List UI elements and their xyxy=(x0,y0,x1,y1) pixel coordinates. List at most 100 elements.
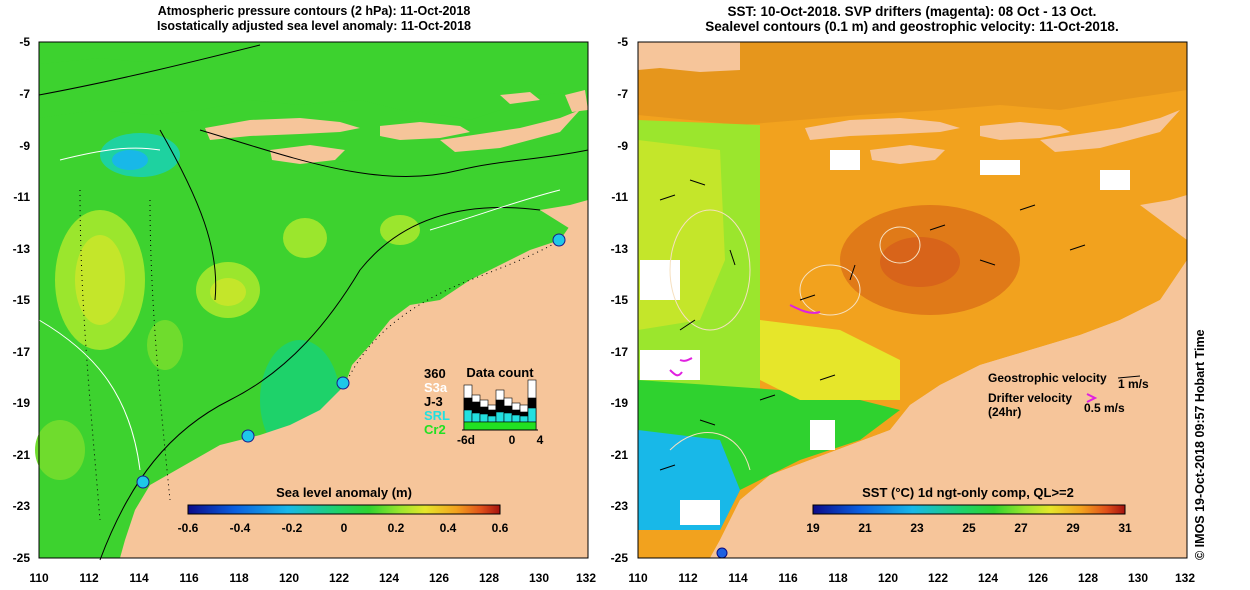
left-dotted-contours xyxy=(79,189,561,521)
right-title-line1: SST: 10-Oct-2018. SVP drifters (magenta)… xyxy=(727,4,1097,19)
left-y-tick: -15 xyxy=(13,293,31,307)
right-cloud-mask xyxy=(640,150,1130,525)
left-colorbar: Sea level anomaly (m) -0.6 -0.4 -0.2 0 0… xyxy=(178,485,509,535)
left-x-tick: 124 xyxy=(379,571,399,585)
left-white-contours xyxy=(38,147,561,471)
right-tide-gauge xyxy=(716,547,728,559)
left-map-axes: 110 112 114 116 118 120 122 124 126 128 … xyxy=(13,35,597,585)
right-velocity-legend: Geostrophic velocity 1 m/s Drifter veloc… xyxy=(988,371,1149,419)
left-y-tick: -11 xyxy=(13,190,30,204)
right-x-tick: 130 xyxy=(1128,571,1148,585)
left-y-axis: -5 -7 -9 -11 -13 -15 -17 -19 -21 -23 -25 xyxy=(13,35,31,565)
left-y-tick: -7 xyxy=(19,87,30,101)
left-x-tick: 126 xyxy=(429,571,449,585)
right-y-tick: -15 xyxy=(611,293,629,307)
right-x-tick: 132 xyxy=(1175,571,1195,585)
data-count-legend-j3: J-3 xyxy=(424,394,443,409)
left-title-line2: Isostatically adjusted sea level anomaly… xyxy=(156,19,472,33)
right-cbar-tick: 31 xyxy=(1118,521,1132,535)
data-count-legend-s3a: S3a xyxy=(424,380,448,395)
left-cbar-tick: 0 xyxy=(341,521,348,535)
right-x-tick: 128 xyxy=(1078,571,1098,585)
left-x-tick: 130 xyxy=(529,571,549,585)
right-y-tick: -19 xyxy=(611,396,629,410)
left-x-tick: 110 xyxy=(29,571,49,585)
left-title: Atmospheric pressure contours (2 hPa): 1… xyxy=(40,4,588,34)
data-count-legend-cr2: Cr2 xyxy=(424,422,446,437)
left-y-tick: -17 xyxy=(13,345,31,359)
right-title: SST: 10-Oct-2018. SVP drifters (magenta)… xyxy=(638,4,1186,34)
right-drifters xyxy=(669,304,821,377)
data-count-legend-srl: SRL xyxy=(424,408,450,423)
data-count-x-tick: 4 xyxy=(537,433,544,447)
right-y-axis: -5 -7 -9 -11 -13 -15 -17 -19 -21 -23 -25 xyxy=(611,35,629,565)
right-x-tick: 126 xyxy=(1028,571,1048,585)
right-x-tick: 112 xyxy=(678,571,698,585)
right-cbar-tick: 23 xyxy=(910,521,924,535)
left-x-axis: 110 112 114 116 118 120 122 124 126 128 … xyxy=(29,571,596,585)
left-cbar-tick: 0.4 xyxy=(440,521,457,535)
left-land xyxy=(39,42,588,558)
right-cbar-tick: 19 xyxy=(806,521,820,535)
imos-copyright-label: © IMOS 19-Oct-2018 09:57 Hobart Time xyxy=(1193,329,1207,560)
right-map-axes: 110 112 114 116 118 120 122 124 126 128 … xyxy=(611,35,1196,585)
right-y-tick: -21 xyxy=(611,448,629,462)
right-y-tick: -23 xyxy=(611,499,629,513)
left-cbar-tick: 0.2 xyxy=(388,521,405,535)
left-y-tick: -13 xyxy=(13,242,31,256)
left-x-tick: 120 xyxy=(279,571,299,585)
right-cbar-tick: 29 xyxy=(1066,521,1080,535)
drifter-velocity-sublabel: (24hr) xyxy=(988,405,1021,419)
left-cbar-tick: 0.6 xyxy=(492,521,509,535)
data-count-x-tick: 0 xyxy=(509,433,516,447)
geostrophic-velocity-label: Geostrophic velocity xyxy=(988,371,1107,385)
left-cbar-tick: -0.4 xyxy=(230,521,251,535)
right-x-tick: 114 xyxy=(728,571,748,585)
right-y-tick: -11 xyxy=(611,190,628,204)
right-sealevel-contours xyxy=(669,209,921,471)
left-cbar-tick: -0.6 xyxy=(178,521,199,535)
left-y-tick: -21 xyxy=(13,448,31,462)
data-count-bars xyxy=(463,379,537,431)
right-y-tick: -9 xyxy=(617,139,628,153)
left-x-tick: 122 xyxy=(329,571,349,585)
drifter-scale-arrow xyxy=(1086,393,1098,403)
right-colorbar-title: SST (°C) 1d ngt-only comp, QL>=2 xyxy=(862,485,1074,500)
right-y-tick: -7 xyxy=(617,87,628,101)
left-y-tick: -19 xyxy=(13,396,31,410)
left-title-line1: Atmospheric pressure contours (2 hPa): 1… xyxy=(157,4,471,18)
right-y-tick: -17 xyxy=(611,345,629,359)
right-y-tick: -5 xyxy=(617,35,628,49)
drifter-scale-label: 0.5 m/s xyxy=(1084,401,1125,415)
right-title-line2: Sealevel contours (0.1 m) and geostrophi… xyxy=(705,19,1119,34)
left-y-tick: -5 xyxy=(19,35,30,49)
left-x-tick: 112 xyxy=(79,571,99,585)
right-cbar-tick: 27 xyxy=(1014,521,1028,535)
left-colorbar-title: Sea level anomaly (m) xyxy=(276,485,412,500)
left-tide-gauges xyxy=(136,233,566,489)
left-y-tick: -9 xyxy=(19,139,30,153)
right-cbar-tick: 25 xyxy=(962,521,976,535)
left-x-tick: 132 xyxy=(576,571,596,585)
data-count-x-tick: -6d xyxy=(457,433,475,447)
right-y-tick: -13 xyxy=(611,242,629,256)
data-count-inset: Data count 360 S3a J-3 SRL Cr2 xyxy=(424,365,544,447)
left-pressure-contours xyxy=(38,44,589,561)
right-x-tick: 118 xyxy=(828,571,848,585)
right-x-tick: 110 xyxy=(628,571,648,585)
geostrophic-scale-label: 1 m/s xyxy=(1118,377,1149,391)
left-y-tick: -25 xyxy=(13,551,31,565)
left-x-tick: 118 xyxy=(229,571,249,585)
right-velocity-arrows xyxy=(659,179,1086,471)
left-x-tick: 128 xyxy=(479,571,499,585)
right-x-tick: 124 xyxy=(978,571,998,585)
left-x-tick: 114 xyxy=(129,571,149,585)
right-x-tick: 122 xyxy=(928,571,948,585)
left-x-tick: 116 xyxy=(179,571,199,585)
geostrophic-scale-arrow xyxy=(1117,375,1141,379)
right-land xyxy=(638,42,1187,558)
data-count-title: Data count xyxy=(466,365,534,380)
right-cbar-tick: 21 xyxy=(858,521,872,535)
right-x-tick: 120 xyxy=(878,571,898,585)
right-colorbar: SST (°C) 1d ngt-only comp, QL>=2 19 21 2… xyxy=(806,485,1132,535)
